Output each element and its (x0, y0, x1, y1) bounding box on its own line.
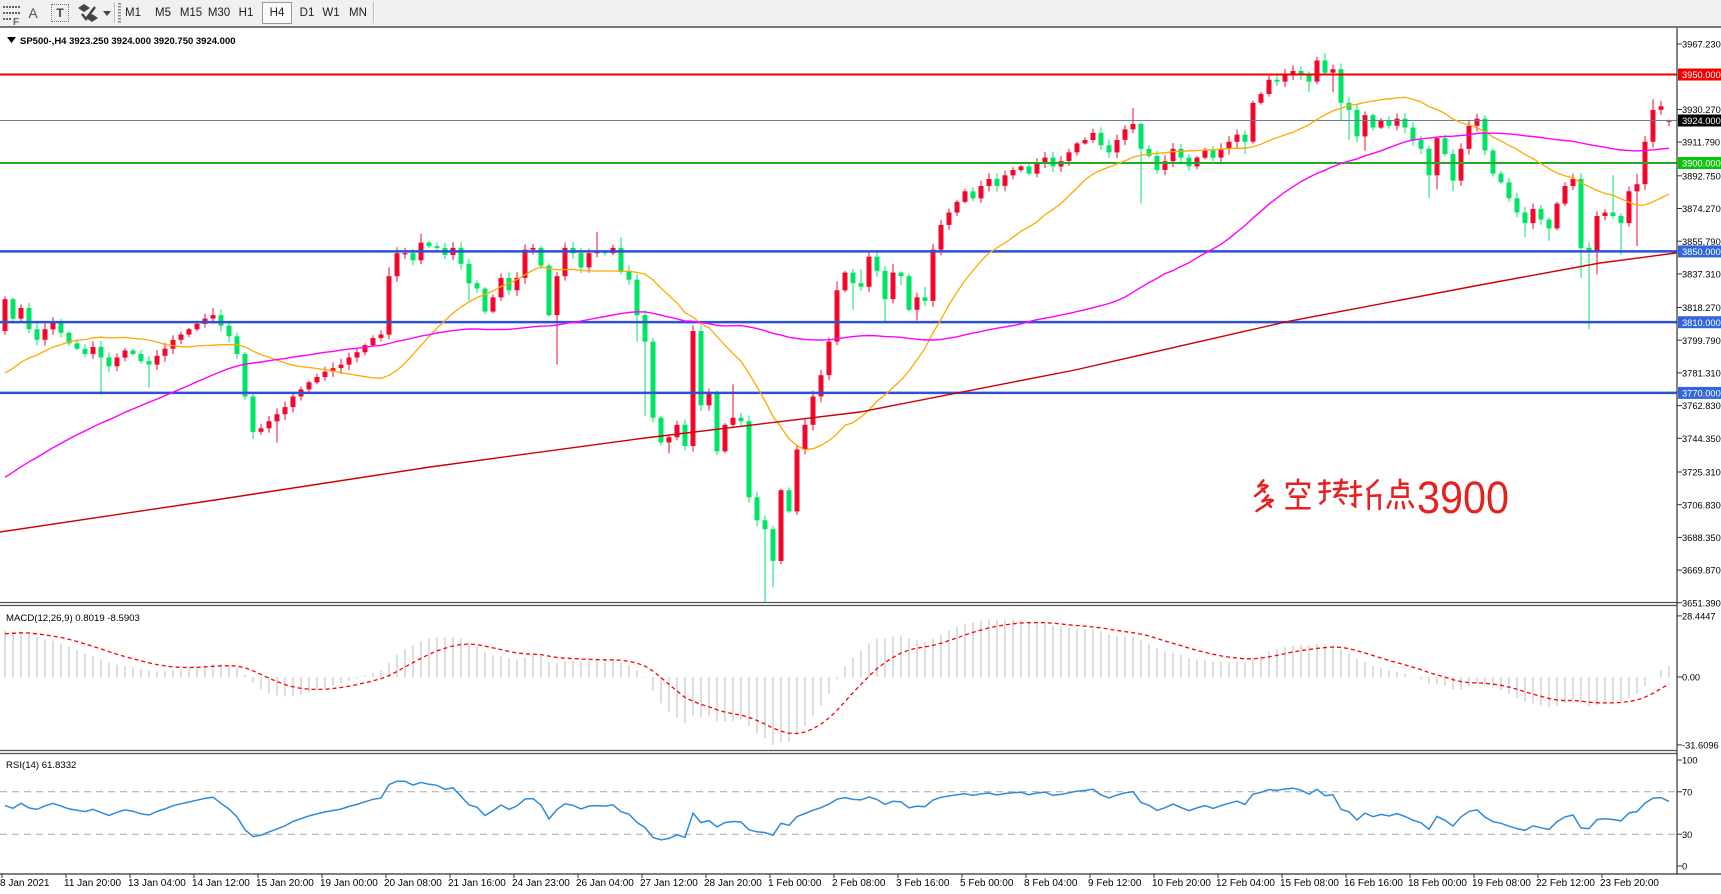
svg-text:3781.310: 3781.310 (1682, 369, 1721, 379)
svg-text:3874.270: 3874.270 (1682, 204, 1721, 214)
svg-text:3651.390: 3651.390 (1682, 598, 1721, 608)
svg-text:3967.230: 3967.230 (1682, 40, 1721, 50)
svg-text:3688.350: 3688.350 (1682, 533, 1721, 543)
svg-text:3900: 3900 (1417, 472, 1509, 523)
svg-text:3810.000: 3810.000 (1682, 318, 1721, 328)
svg-text:3924.000: 3924.000 (1682, 116, 1721, 126)
svg-text:F: F (13, 17, 19, 26)
svg-text:15 Jan 20:00: 15 Jan 20:00 (256, 878, 314, 889)
svg-text:SP500-,H4 3923.250 3924.000 3: SP500-,H4 3923.250 3924.000 3920.750 392… (20, 36, 236, 47)
svg-text:70: 70 (1682, 787, 1692, 797)
svg-text:20 Jan 08:00: 20 Jan 08:00 (384, 878, 442, 889)
svg-text:3850.000: 3850.000 (1682, 247, 1721, 257)
svg-text:3837.310: 3837.310 (1682, 270, 1721, 280)
svg-text:22 Feb 12:00: 22 Feb 12:00 (1536, 878, 1595, 889)
svg-text:28.4447: 28.4447 (1682, 612, 1716, 622)
svg-text:3744.350: 3744.350 (1682, 434, 1721, 444)
svg-text:12 Feb 04:00: 12 Feb 04:00 (1216, 878, 1275, 889)
svg-text:2 Feb 08:00: 2 Feb 08:00 (832, 878, 886, 889)
svg-text:3950.000: 3950.000 (1682, 70, 1721, 80)
svg-text:3725.310: 3725.310 (1682, 468, 1721, 478)
svg-text:8 Feb 04:00: 8 Feb 04:00 (1024, 878, 1078, 889)
svg-text:16 Feb 16:00: 16 Feb 16:00 (1344, 878, 1403, 889)
svg-text:14 Jan 12:00: 14 Jan 12:00 (192, 878, 250, 889)
svg-text:100: 100 (1682, 756, 1698, 766)
svg-text:19 Jan 00:00: 19 Jan 00:00 (320, 878, 378, 889)
svg-text:3911.790: 3911.790 (1682, 138, 1720, 148)
svg-text:3799.790: 3799.790 (1682, 336, 1721, 346)
svg-text:21 Jan 16:00: 21 Jan 16:00 (448, 878, 506, 889)
svg-text:30: 30 (1682, 830, 1692, 840)
svg-text:13 Jan 04:00: 13 Jan 04:00 (128, 878, 186, 889)
svg-text:3762.830: 3762.830 (1682, 401, 1721, 411)
svg-text:3 Feb 16:00: 3 Feb 16:00 (896, 878, 950, 889)
svg-text:26 Jan 04:00: 26 Jan 04:00 (576, 878, 634, 889)
svg-text:3706.830: 3706.830 (1682, 500, 1721, 510)
svg-text:9 Feb 12:00: 9 Feb 12:00 (1088, 878, 1142, 889)
svg-text:0.00: 0.00 (1682, 673, 1700, 683)
svg-text:18 Feb 00:00: 18 Feb 00:00 (1408, 878, 1467, 889)
svg-text:-31.6096: -31.6096 (1682, 741, 1719, 751)
svg-text:0: 0 (1682, 862, 1687, 872)
svg-text:28 Jan 20:00: 28 Jan 20:00 (704, 878, 762, 889)
svg-text:3930.270: 3930.270 (1682, 105, 1721, 115)
svg-text:3900.000: 3900.000 (1682, 159, 1721, 169)
svg-text:1 Feb 00:00: 1 Feb 00:00 (768, 878, 822, 889)
svg-text:23 Feb 20:00: 23 Feb 20:00 (1600, 878, 1659, 889)
svg-text:24 Jan 23:00: 24 Jan 23:00 (512, 878, 570, 889)
svg-text:10 Feb 20:00: 10 Feb 20:00 (1152, 878, 1211, 889)
svg-text:27 Jan 12:00: 27 Jan 12:00 (640, 878, 698, 889)
svg-text:11 Jan 20:00: 11 Jan 20:00 (64, 878, 122, 889)
svg-text:3770.000: 3770.000 (1682, 389, 1721, 399)
svg-text:5 Feb 00:00: 5 Feb 00:00 (960, 878, 1014, 889)
svg-text:3669.870: 3669.870 (1682, 566, 1721, 576)
svg-text:8 Jan 2021: 8 Jan 2021 (0, 878, 50, 889)
svg-text:3892.750: 3892.750 (1682, 171, 1721, 181)
svg-text:15 Feb 08:00: 15 Feb 08:00 (1280, 878, 1339, 889)
svg-text:RSI(14) 61.8332: RSI(14) 61.8332 (6, 760, 76, 771)
svg-text:3855.790: 3855.790 (1682, 237, 1721, 247)
svg-text:3818.270: 3818.270 (1682, 303, 1721, 313)
svg-text:19 Feb 08:00: 19 Feb 08:00 (1472, 878, 1531, 889)
svg-text:MACD(12,26,9) 0.8019 -8.5903: MACD(12,26,9) 0.8019 -8.5903 (6, 613, 140, 624)
